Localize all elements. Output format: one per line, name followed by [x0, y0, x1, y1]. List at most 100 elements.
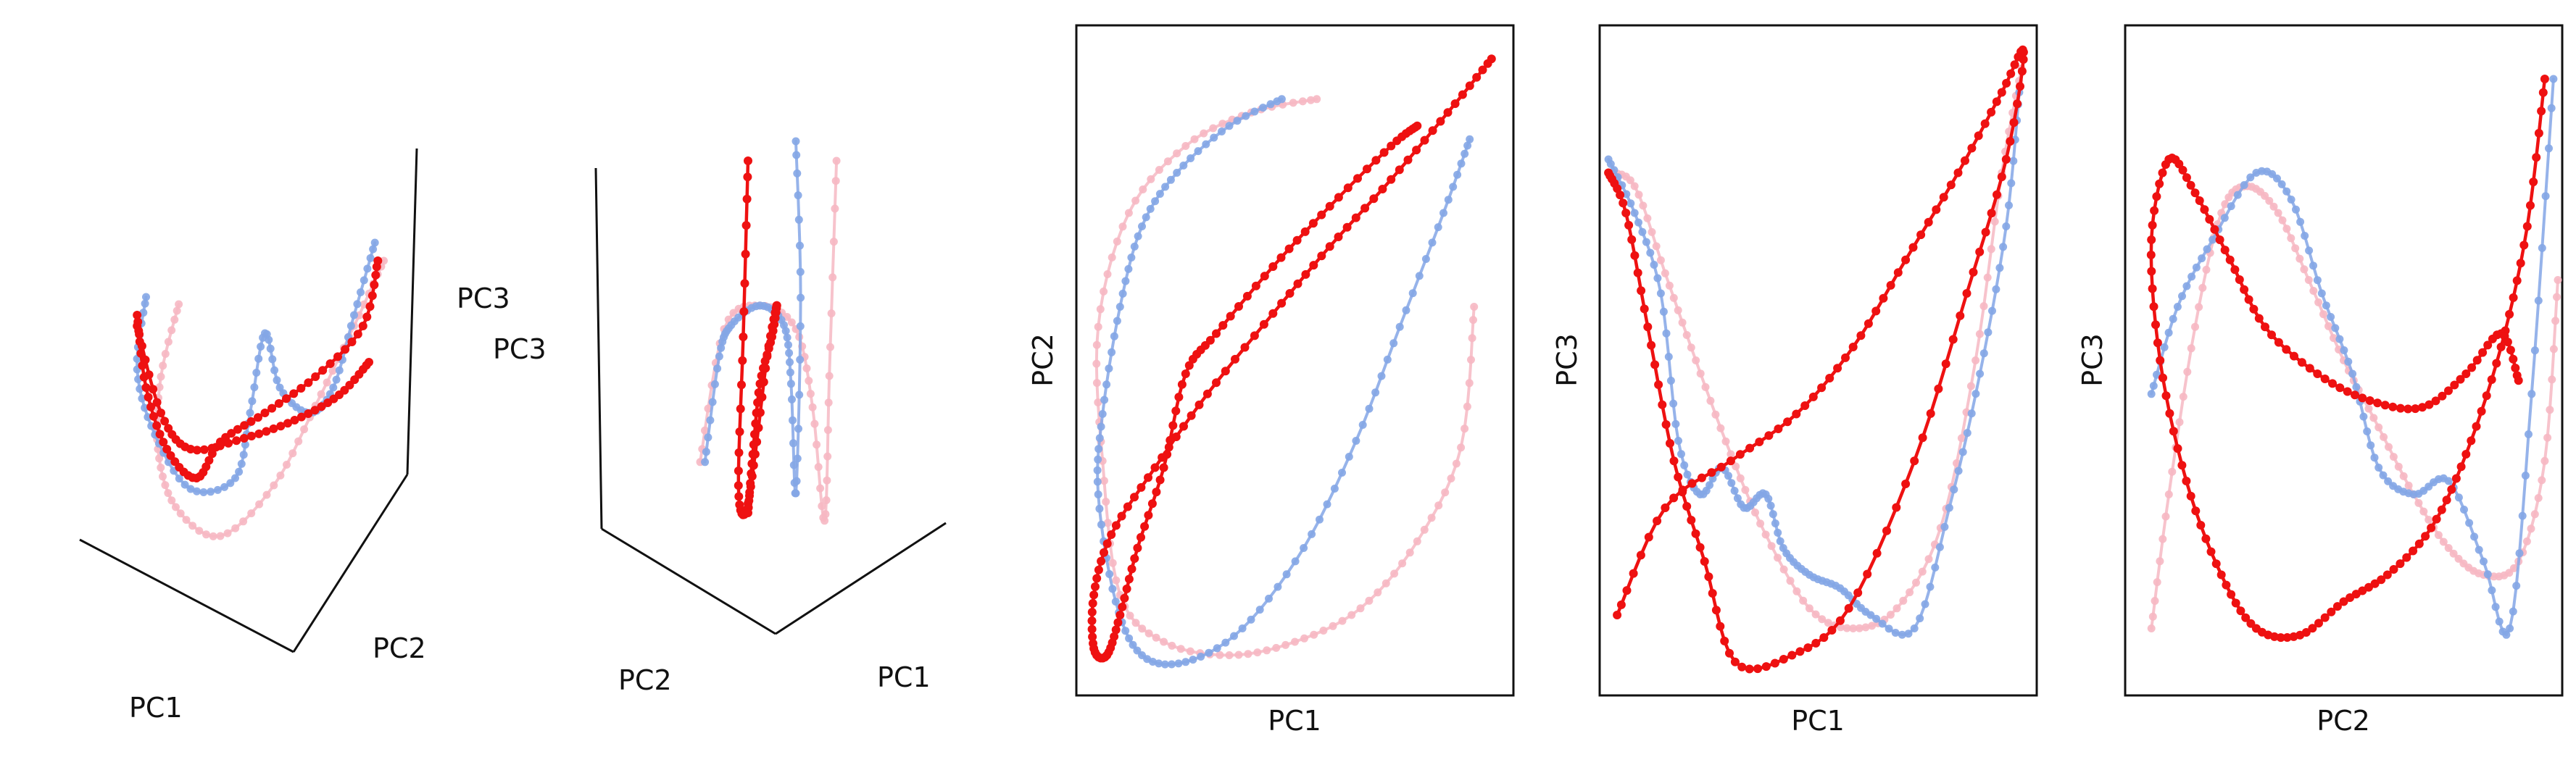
- panel-pc1-pc2-series-1-point: [1463, 141, 1472, 150]
- panel-3d-left-series-1-point: [241, 440, 249, 449]
- panel-3d-left-series-0-point: [161, 481, 170, 490]
- panel-pc2-pc3-series-2-point: [2190, 188, 2200, 198]
- panel-pc1-pc3: PC1 PC3: [1551, 24, 2038, 737]
- panel-pc1-pc2-series-2-point: [1334, 233, 1343, 241]
- panel-3d-right-series-2-point: [744, 156, 752, 165]
- panel-pc1-pc3-series-2-point: [1910, 456, 1919, 466]
- panel-3d-right-series-1-point: [708, 398, 717, 406]
- panel-pc1-pc2-series-2-point: [1240, 343, 1250, 352]
- panel-pc1-pc2-series-2-point: [1087, 608, 1097, 616]
- panel-pc2-pc3-series-2-point: [2246, 619, 2256, 628]
- panel-pc1-pc3-series-0-point: [1855, 624, 1864, 632]
- panel-3d-left-series-3-point: [304, 409, 313, 418]
- panel-pc1-pc3-ylabel: PC3: [1551, 333, 1583, 387]
- panel-pc2-pc3-series-1-point: [2370, 453, 2379, 462]
- panel-3d-right-trajectories: [696, 137, 841, 525]
- panel-3d-right-series-0-point: [825, 372, 834, 380]
- panel-pc2-pc3-series-0-point: [2187, 344, 2195, 353]
- panel-pc2-pc3-series-2-point: [2169, 427, 2178, 436]
- panel-3d-right-series-2-point: [755, 379, 765, 388]
- panel-3d-right-series-2-point: [743, 172, 752, 182]
- panel-pc1-pc2-series-0-point: [1365, 596, 1374, 605]
- panel-pc2-pc3-series-2-point: [2503, 338, 2512, 347]
- panel-pc2-pc3-series-2-point: [2156, 356, 2165, 365]
- panel-pc1-pc3-series-2-point: [1716, 622, 1725, 631]
- panel-pc2-pc3-series-0-point: [2195, 303, 2203, 311]
- panel-pc2-pc3-series-2-point: [2380, 401, 2390, 410]
- panel-pc1-pc3-series-1-point: [2005, 201, 2013, 209]
- panel-pc1-pc2-series-1-point: [1383, 355, 1392, 364]
- panel-pc2-pc3-series-2-point: [2444, 386, 2453, 396]
- panel-pc2-pc3-series-1-point: [2506, 624, 2514, 632]
- panel-pc1-pc2-series-1-point: [1130, 242, 1139, 251]
- panel-pc1-pc2-series-2-point: [1251, 281, 1260, 290]
- panel-pc1-pc3-series-2-point: [1619, 198, 1628, 208]
- panel-pc1-pc3-series-2-point: [1666, 439, 1674, 448]
- panel-pc1-pc2-series-1-point: [1242, 112, 1250, 120]
- panel-pc1-pc2-series-1-point: [1094, 455, 1102, 464]
- panel-pc1-pc3-series-2-point: [1704, 572, 1713, 582]
- panel-3d-left-series-3-point: [232, 436, 241, 446]
- panel-pc1-pc2-series-2-point: [1187, 411, 1196, 420]
- panel-3d-left-series-1-point: [186, 485, 195, 493]
- panel-pc2-pc3-series-0-point: [2444, 544, 2453, 552]
- panel-pc1-pc3-series-0-point: [1701, 382, 1710, 391]
- panel-pc1-pc2-series-1-point: [1151, 197, 1160, 206]
- panel-pc1-pc3-series-2-point: [1833, 364, 1842, 373]
- panel-pc2-pc3-series-2-point: [2451, 474, 2461, 483]
- panel-pc1-pc2-series-1-point: [1453, 170, 1462, 179]
- panel-pc1-pc3-series-2-point: [2017, 67, 2027, 76]
- panel-pc2-pc3-series-2-point: [2432, 514, 2441, 524]
- panel-pc1-pc2-series-2-point: [1163, 450, 1172, 459]
- panel-pc1-pc3-series-0-point: [1868, 622, 1877, 630]
- panel-pc1-pc2-series-2-point: [1205, 335, 1215, 345]
- panel-3d-left-series-3-point: [157, 409, 165, 417]
- panel-pc1-pc2-series-2-point: [1127, 564, 1137, 574]
- panel-pc1-pc2-series-2-point: [1428, 126, 1437, 135]
- panel-pc1-pc2-series-1-point: [1323, 500, 1331, 509]
- panel-pc1-pc2-series-1-point: [1194, 147, 1202, 156]
- panel-pc1-pc3-series-2-point: [1687, 516, 1696, 524]
- panel-pc1-pc2-series-1-point: [1330, 485, 1339, 493]
- panel-pc2-pc3-series-2-point: [2196, 521, 2206, 530]
- panel-pc1-pc3-series-0-line: [1607, 57, 2025, 630]
- panel-3d-left-series-0-point: [167, 496, 176, 505]
- panel-pc2-pc3-series-2-point: [2147, 235, 2156, 244]
- panel-3d-right-series-0-point: [823, 476, 831, 485]
- panel-pc1-pc3-xlabel: PC1: [1791, 705, 1845, 737]
- panel-pc1-pc2-series-0-point: [1281, 640, 1290, 649]
- panel-3d-left-series-2-point: [152, 421, 162, 430]
- panel-3d-left-series-1-point: [246, 409, 254, 417]
- panel-pc1-pc3-series-2-point: [1674, 472, 1683, 482]
- panel-3d-left-series-2-point: [318, 366, 328, 375]
- panel-3d-left-series-3-point: [317, 402, 326, 411]
- panel-pc2-pc3-series-0-point: [2287, 234, 2295, 243]
- panel-pc1-pc2-series-2-point: [1242, 291, 1252, 301]
- panel-pc1-pc2-series-2-point: [1147, 499, 1157, 509]
- panel-pc1-pc3-series-1-point: [1995, 264, 2004, 272]
- panel-pc1-pc2-series-2-point: [1155, 475, 1165, 485]
- panel-pc2-pc3-series-2-point: [2206, 547, 2216, 556]
- panel-3d-left-series-2-point: [149, 411, 158, 421]
- panel-pc1-pc2-series-0-point: [1390, 569, 1399, 578]
- panel-3d-right-series-0-point: [823, 426, 832, 435]
- panel-3d-left-series-0-point: [247, 509, 256, 518]
- panel-pc1-pc3-series-1-point: [1656, 289, 1665, 298]
- panel-3d-left-series-1-point: [239, 451, 248, 459]
- panel-pc1-pc2-series-1-point: [1108, 585, 1117, 593]
- panel-pc1-pc2-series-2-point: [1342, 222, 1352, 232]
- panel-pc1-pc2-series-1-point: [1129, 640, 1137, 649]
- panel-pc2-pc3-series-0-point: [2527, 524, 2535, 533]
- panel-pc1-pc2-series-1-point: [1259, 104, 1267, 112]
- panel-pc1-pc2-series-0-point: [1467, 356, 1475, 364]
- panel-pc2-pc3-series-2-point: [2483, 340, 2493, 350]
- panel-pc1-pc2-series-0-point: [1253, 648, 1262, 657]
- panel-pc2-pc3-series-0-point: [2147, 624, 2156, 632]
- panel-pc1-pc3-series-1-point: [1866, 611, 1875, 619]
- panel-3d-left-series-1-point: [366, 254, 375, 262]
- panel-pc1-pc3-series-0-point: [1767, 542, 1776, 551]
- panel-pc1-pc3-series-2-point: [1926, 409, 1935, 418]
- panel-pc2-pc3-series-0-point: [2553, 293, 2561, 301]
- panel-pc2-pc3-series-1-point: [2541, 192, 2550, 201]
- panel-3d-left-series-0-point: [223, 529, 232, 538]
